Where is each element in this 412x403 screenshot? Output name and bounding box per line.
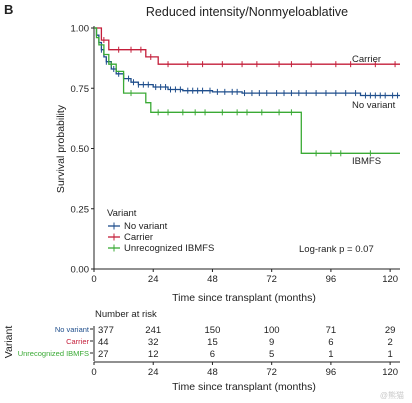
- y-tick-label: 0.75: [71, 84, 90, 95]
- risk-cell-unrecognized-ibmfs: 27: [98, 349, 109, 360]
- legend-entry-unrecognized-ibmfs: Unrecognized IBMFS: [124, 243, 214, 254]
- risk-cell-carrier: 44: [98, 337, 109, 348]
- legend-entry-carrier: Carrier: [124, 232, 153, 243]
- x-tick-label: 0: [91, 274, 96, 285]
- risk-cell-no-variant: 71: [326, 325, 337, 336]
- risk-row-name-carrier: Carrier: [66, 337, 89, 346]
- risk-x-tick-label: 0: [91, 367, 96, 378]
- risk-cell-no-variant: 100: [264, 325, 280, 336]
- risk-table-side-label: Variant: [3, 326, 15, 359]
- watermark: @熊猫: [380, 390, 404, 400]
- risk-cell-carrier: 32: [148, 337, 159, 348]
- risk-cell-carrier: 2: [387, 337, 392, 348]
- risk-x-tick-label: 96: [326, 367, 337, 378]
- x-axis-label: Time since transplant (months): [172, 292, 316, 304]
- risk-row-name-unrecognized-ibmfs: Unrecognized IBMFS: [18, 349, 89, 358]
- x-tick-label: 96: [326, 274, 337, 285]
- risk-cell-no-variant: 29: [385, 325, 396, 336]
- y-tick-label: 1.00: [71, 24, 90, 35]
- risk-cell-unrecognized-ibmfs: 12: [148, 349, 159, 360]
- y-tick-label: 0.25: [71, 204, 90, 215]
- risk-row-name-no-variant: No variant: [55, 325, 90, 334]
- legend-entry-no-variant: No variant: [124, 221, 168, 232]
- series-label-unrecognized-ibmfs: IBMFS: [352, 156, 381, 167]
- series-label-carrier: Carrier: [352, 54, 381, 65]
- risk-cell-no-variant: 241: [145, 325, 161, 336]
- risk-cell-unrecognized-ibmfs: 1: [387, 349, 392, 360]
- y-axis-label: Survival probability: [55, 104, 67, 193]
- x-tick-label: 72: [266, 274, 277, 285]
- risk-cell-carrier: 9: [269, 337, 274, 348]
- log-rank-annotation: Log-rank p = 0.07: [299, 244, 374, 255]
- x-tick-label: 120: [382, 274, 398, 285]
- chart-title: Reduced intensity/Nonmyeloablative: [146, 5, 348, 19]
- risk-cell-no-variant: 150: [205, 325, 221, 336]
- risk-cell-carrier: 6: [328, 337, 333, 348]
- risk-x-axis-label: Time since transplant (months): [172, 381, 316, 393]
- risk-x-tick-label: 48: [207, 367, 218, 378]
- x-tick-label: 48: [207, 274, 218, 285]
- curve-carrier: [94, 27, 400, 65]
- series-label-no-variant: No variant: [352, 100, 396, 111]
- risk-x-tick-label: 72: [266, 367, 277, 378]
- legend-title: Variant: [107, 208, 137, 219]
- risk-x-tick-label: 24: [148, 367, 159, 378]
- panel-letter: B: [4, 2, 13, 17]
- x-tick-label: 24: [148, 274, 159, 285]
- risk-cell-carrier: 15: [207, 337, 218, 348]
- risk-cell-no-variant: 377: [98, 325, 114, 336]
- curve-unrecognized-ibmfs: [94, 27, 400, 154]
- risk-table-title: Number at risk: [95, 309, 157, 320]
- risk-x-tick-label: 120: [382, 367, 398, 378]
- risk-cell-unrecognized-ibmfs: 1: [328, 349, 333, 360]
- risk-cell-unrecognized-ibmfs: 6: [210, 349, 215, 360]
- plot-area: 0.00 0.25 0.50 0.75 1.00 0 24 48 72 96 120 No varia…: [71, 24, 400, 285]
- y-tick-label: 0.50: [71, 144, 90, 155]
- y-tick-label: 0.00: [71, 265, 90, 276]
- risk-cell-unrecognized-ibmfs: 5: [269, 349, 274, 360]
